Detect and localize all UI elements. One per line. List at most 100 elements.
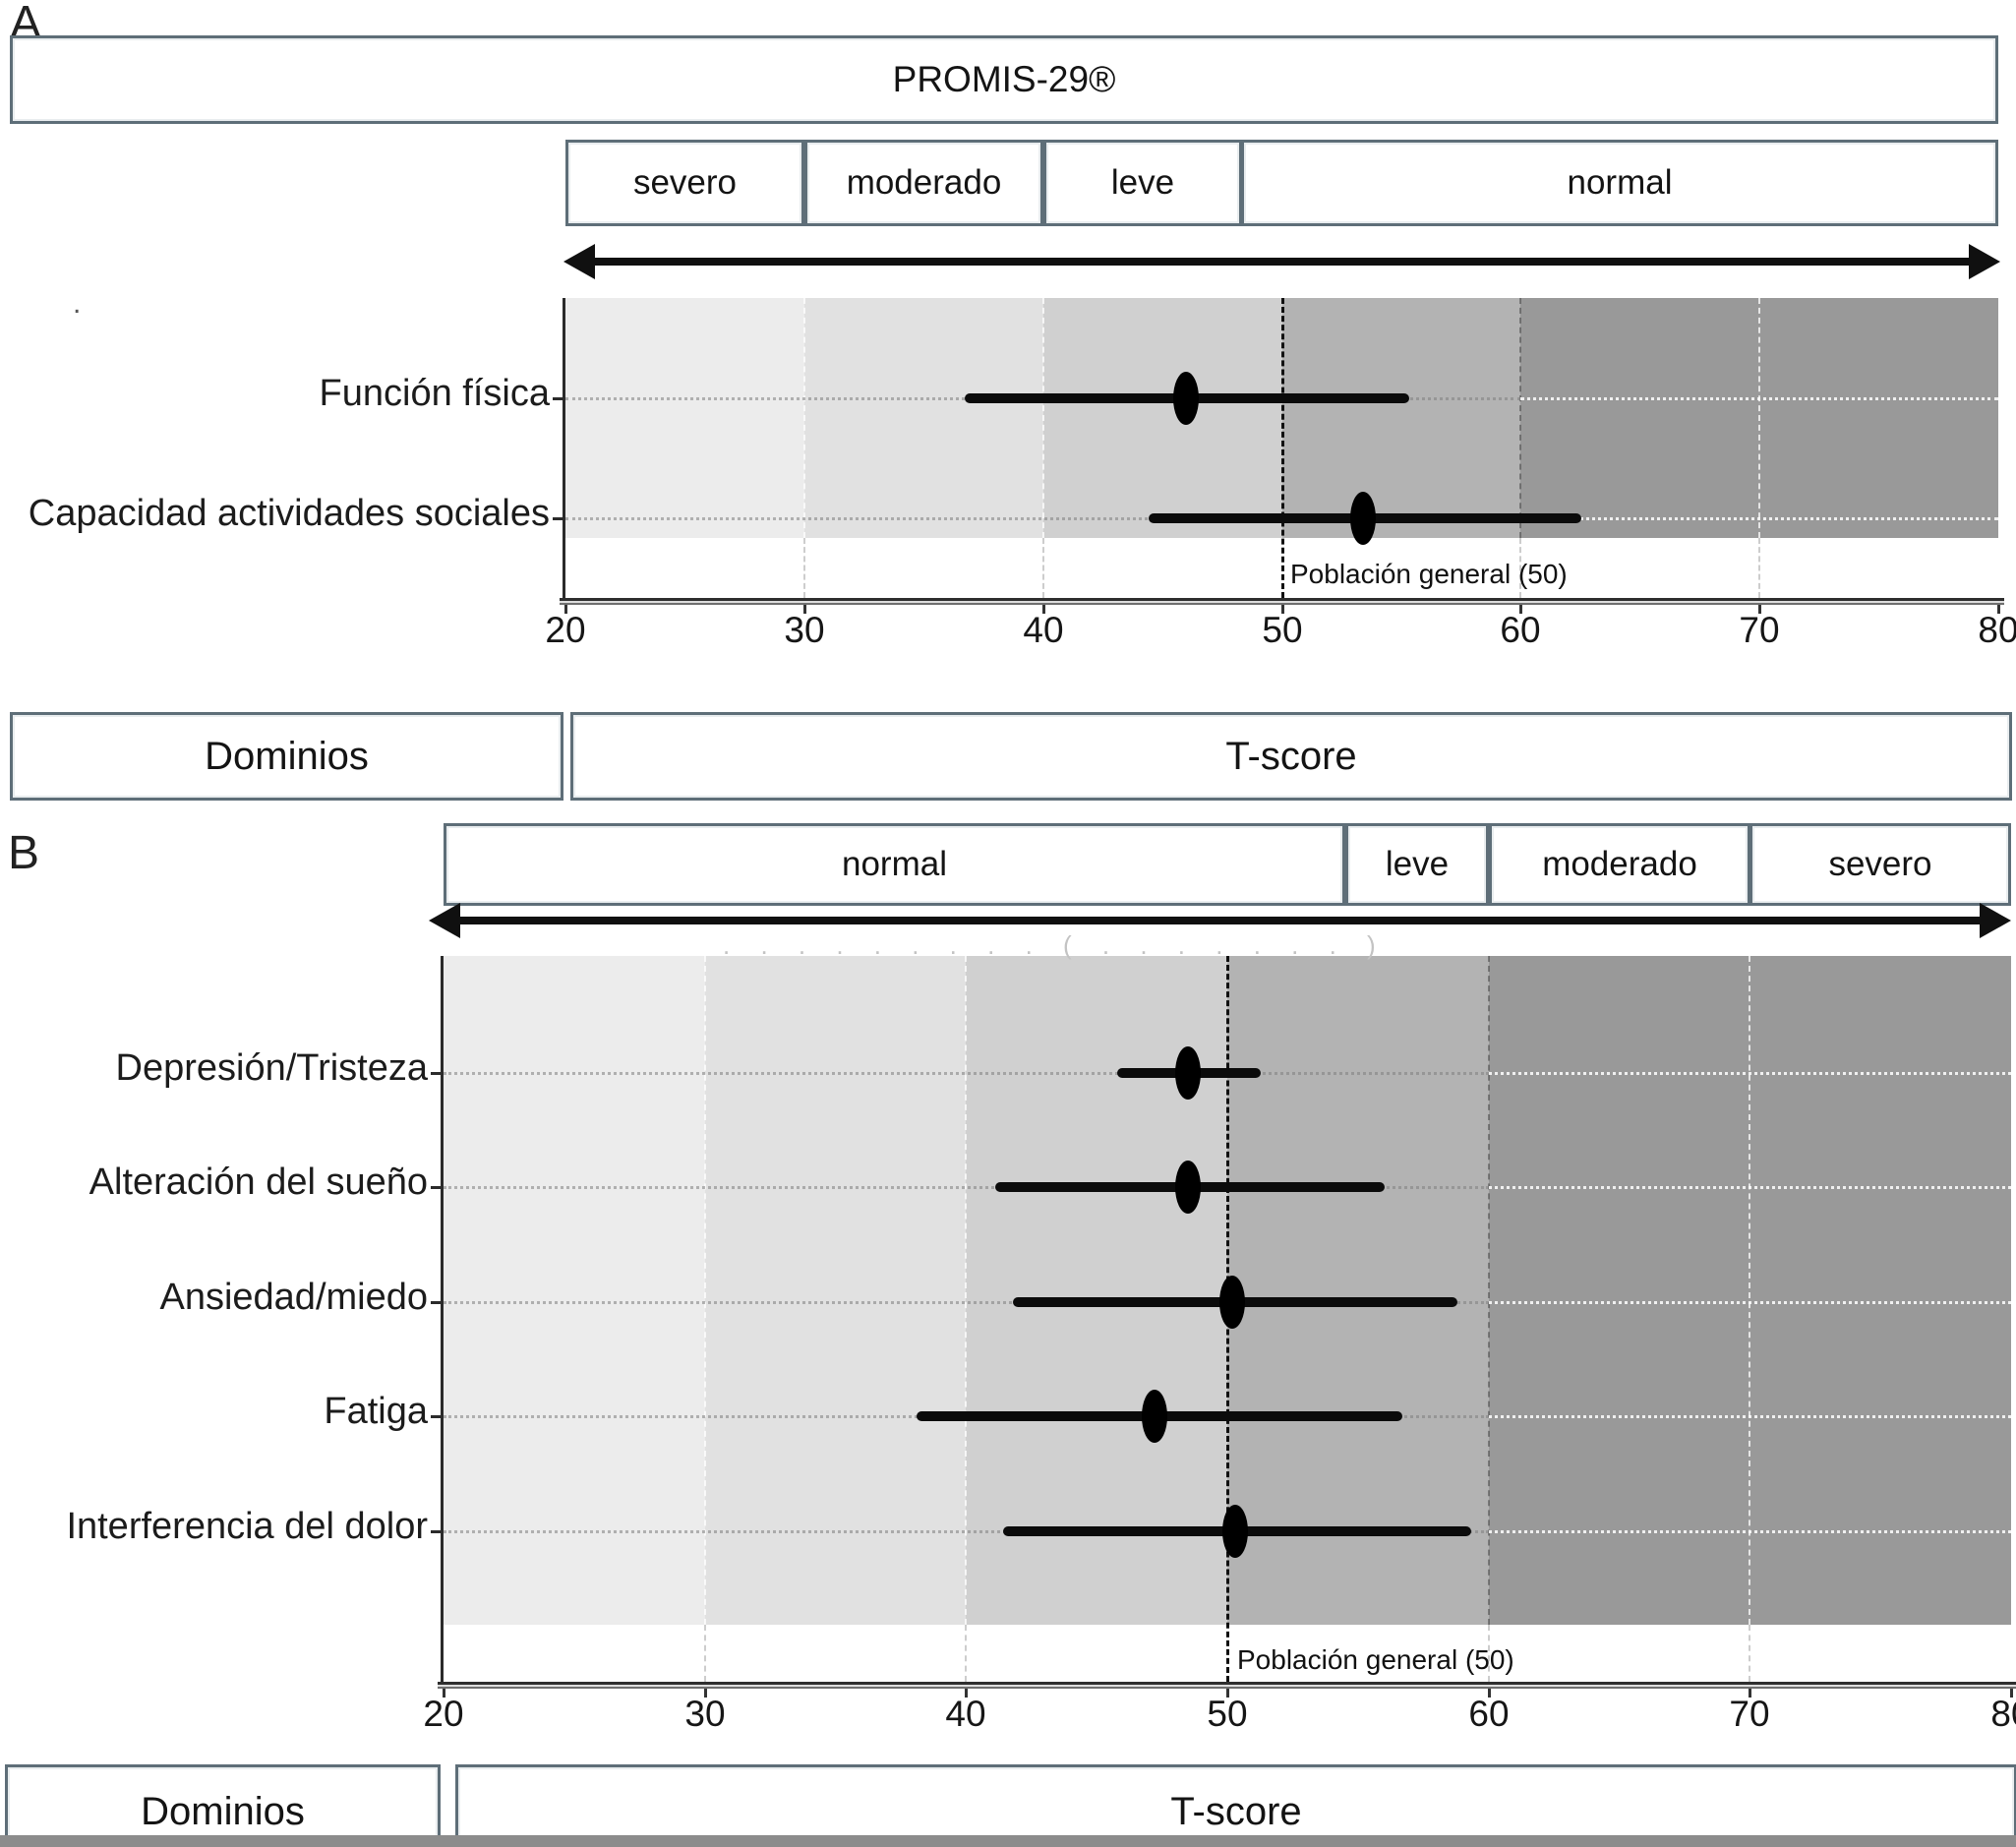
panel-b-row-guide-left-1 [444, 1186, 1489, 1189]
panel-b-row-tick-1 [431, 1186, 442, 1189]
panel-a-background-band-2 [1043, 298, 1282, 538]
panel-b-domain-label-1: Alteración del sueño [89, 1162, 428, 1203]
panel-b-tick-mark-40 [965, 1689, 968, 1698]
panel-b-gridline-30 [704, 956, 706, 1625]
panel-a-domain-label-1: Capacidad actividades sociales [28, 493, 550, 534]
panel-a-severity-label-leve: leve [1110, 163, 1175, 202]
panel-b-tick-label-70: 70 [1729, 1694, 1770, 1734]
panel-a-gridline-ext-70 [1758, 538, 1760, 598]
panel-b-axis-arrow-left-head [429, 903, 460, 938]
panel-a-tick-label-80: 80 [1978, 610, 2016, 650]
panel-b-tick-mark-30 [704, 1689, 707, 1698]
panel-b-gridline-70 [1749, 956, 1750, 1625]
panel-b-severity-box-severo: severo [1749, 823, 2011, 906]
panel-b-row-tick-0 [431, 1072, 442, 1075]
panel-b-tick-label-40: 40 [945, 1694, 986, 1734]
panel-a-stray-dot-artifact: . [73, 287, 82, 320]
panel-b-tick-label-50: 50 [1207, 1694, 1248, 1734]
panel-b-severity-box-leve: leve [1345, 823, 1489, 906]
panel-b-gridline-60 [1488, 956, 1490, 1625]
panel-a-title-box: PROMIS-29® [10, 35, 1998, 124]
panel-b-row-guide-right-2 [1489, 1301, 2011, 1304]
panel-a-tick-mark-20 [564, 605, 567, 614]
panel-b-row-guide-right-4 [1489, 1530, 2011, 1533]
panel-a-tick-label-70: 70 [1739, 610, 1780, 650]
panel-a-gridline-30 [803, 298, 805, 538]
panel-a-gridline-70 [1758, 298, 1760, 538]
panel-b-erased-text-artifact: . . . . . . . . . ( . . . . . . . ) [723, 930, 1388, 960]
panel-b-domain-label-3: Fatiga [324, 1391, 428, 1432]
panel-b-row-guide-right-1 [1489, 1186, 2011, 1189]
panel-a-tick-label-50: 50 [1262, 610, 1303, 650]
panel-b-tick-mark-50 [1226, 1689, 1229, 1698]
panel-a-tick-mark-40 [1042, 605, 1045, 614]
panel-a-severity-box-normal: normal [1241, 140, 1998, 226]
panel-b-severity-box-normal: normal [444, 823, 1345, 906]
panel-b-mean-dot-1 [1175, 1161, 1201, 1214]
panel-b-domain-label-0: Depresión/Tristeza [115, 1047, 429, 1089]
panel-b-row-guide-left-0 [444, 1072, 1489, 1075]
panel-b-tick-mark-60 [1488, 1689, 1491, 1698]
panel-a-left-spine [563, 298, 565, 605]
panel-b-gridline-ext-60 [1488, 1625, 1490, 1682]
panel-a-severity-label-severo: severo [632, 163, 738, 202]
panel-b-domain-label-4: Interferencia del dolor [66, 1506, 428, 1547]
panel-b-background-band-0 [444, 956, 705, 1625]
panel-a-gridline-40 [1042, 298, 1044, 538]
panel-b-severity-box-moderado: moderado [1489, 823, 1750, 906]
panel-b-tick-label-30: 30 [684, 1694, 726, 1734]
panel-b-tscore-label: T-score [1170, 1789, 1302, 1833]
panel-a-tick-mark-50 [1281, 605, 1284, 614]
panel-b-tick-mark-20 [443, 1689, 445, 1698]
panel-b-dominios-label: Dominios [141, 1789, 305, 1833]
panel-b-background-band-3 [1227, 956, 1489, 1625]
panel-b-tick-mark-70 [1749, 1689, 1751, 1698]
panel-a-row-tick-0 [553, 397, 563, 400]
panel-b-domain-label-2: Ansiedad/miedo [159, 1277, 428, 1318]
panel-a-axis-line [560, 598, 2004, 605]
panel-b-row-tick-4 [431, 1530, 442, 1533]
panel-a-reference-line [1281, 298, 1284, 598]
panel-a-tscore-box: T-score [570, 712, 2012, 801]
panel-a-row-tick-1 [553, 517, 563, 520]
panel-a-domain-label-0: Función física [319, 373, 550, 414]
panel-a-dominios-label: Dominios [205, 734, 369, 778]
panel-a-severity-label-moderado: moderado [846, 163, 1002, 202]
panel-b-row-tick-3 [431, 1415, 442, 1418]
panel-a-axis-arrow-left-head [563, 244, 595, 279]
panel-b-row-guide-left-4 [444, 1530, 1489, 1533]
panel-a-severity-box-moderado: moderado [804, 140, 1043, 226]
panel-b-row-tick-2 [431, 1301, 442, 1304]
panel-a-tick-label-30: 30 [784, 610, 825, 650]
panel-a-mean-dot-1 [1350, 492, 1376, 545]
panel-a-severity-label-normal: normal [1567, 163, 1673, 202]
panel-b-row-guide-right-0 [1489, 1072, 2011, 1075]
panel-a-tick-mark-70 [1758, 605, 1761, 614]
panel-a-severity-box-severo: severo [565, 140, 804, 226]
panel-a-mean-dot-0 [1173, 372, 1199, 425]
panel-a-tscore-label: T-score [1225, 734, 1357, 778]
panel-a-background-band-3 [1282, 298, 1521, 538]
panel-b-row-guide-left-2 [444, 1301, 1489, 1304]
panel-a-row-guide-right-0 [1520, 397, 1998, 400]
panel-b-tick-mark-80 [2010, 1689, 2013, 1698]
panel-b-severity-label-normal: normal [842, 845, 947, 883]
panel-b-row-guide-right-3 [1489, 1415, 2011, 1418]
panel-a-reference-label: Población general (50) [1290, 559, 1568, 589]
panel-b-mean-dot-2 [1219, 1276, 1245, 1329]
panel-a-background-band-0 [565, 298, 804, 538]
panel-b-tick-label-20: 20 [423, 1694, 464, 1734]
panel-b-gridline-ext-30 [704, 1625, 706, 1682]
panel-a-gridline-ext-30 [803, 538, 805, 598]
panel-a-gridline-ext-60 [1519, 538, 1521, 598]
panel-b-reference-label: Población general (50) [1237, 1644, 1514, 1675]
panel-a-tick-mark-80 [1997, 605, 2000, 614]
panel-b-severity-label-moderado: moderado [1542, 845, 1697, 883]
panel-a-axis-arrow-right-head [1969, 244, 2000, 279]
panel-a-background-band-1 [804, 298, 1043, 538]
panel-b-axis-arrow-shaft [450, 917, 1989, 924]
panel-b-severity-label-severo: severo [1828, 845, 1932, 883]
panel-a-dominios-box: Dominios [10, 712, 563, 801]
panel-a-axis-arrow-shaft [585, 258, 1979, 266]
